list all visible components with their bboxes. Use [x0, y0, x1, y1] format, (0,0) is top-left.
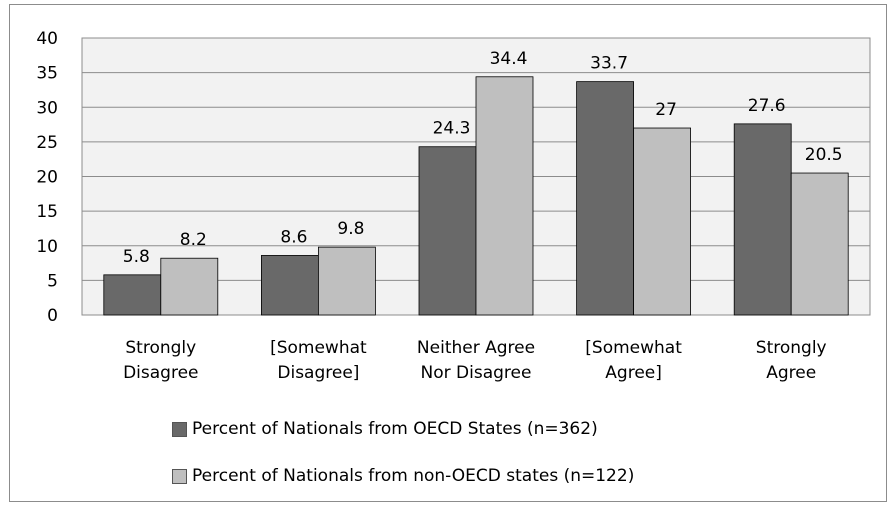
data-label-non-oecd: 9.8 — [337, 219, 364, 239]
bar-oecd — [418, 146, 477, 316]
y-tick-label: 20 — [36, 168, 58, 188]
x-tick-label: [Somewhat Agree] — [585, 338, 682, 383]
data-label-oecd: 27.6 — [748, 96, 786, 116]
legend-entry-non-oecd: Percent of Nationals from non-OECD state… — [172, 466, 634, 486]
bar-non-oecd — [160, 257, 219, 316]
bar-oecd — [103, 274, 162, 316]
x-tick-label-line: [Somewhat — [270, 338, 367, 358]
data-label-oecd: 24.3 — [433, 119, 471, 139]
x-tick-label-line: [Somewhat — [585, 338, 682, 358]
x-tick-label-line: Disagree — [123, 363, 198, 383]
data-label-oecd: 8.6 — [280, 227, 307, 247]
bar-non-oecd — [475, 76, 534, 316]
data-label-non-oecd: 34.4 — [490, 49, 528, 69]
legend-label-oecd: Percent of Nationals from OECD States (n… — [192, 419, 598, 439]
x-tick-label-line: Agree] — [605, 363, 662, 383]
data-label-non-oecd: 27 — [655, 100, 677, 120]
x-tick-label-line: Neither Agree — [417, 338, 535, 358]
x-tick-label: Strongly Disagree — [123, 338, 198, 383]
bar-non-oecd — [633, 127, 691, 316]
legend-swatch-non-oecd — [172, 468, 187, 484]
y-tick-label: 5 — [47, 271, 58, 291]
bar-oecd — [576, 81, 634, 316]
bar-oecd — [260, 255, 319, 316]
y-tick-label: 40 — [36, 29, 58, 49]
x-tick-label-line: Agree — [766, 363, 816, 383]
x-tick-label-line: Strongly — [125, 338, 196, 358]
data-label-non-oecd: 8.2 — [180, 230, 207, 250]
x-tick-label: Strongly Agree — [756, 338, 827, 383]
bar-non-oecd — [317, 246, 376, 316]
y-tick-label: 25 — [36, 133, 58, 153]
bar-oecd — [733, 123, 792, 316]
y-tick-label: 35 — [36, 64, 58, 84]
data-label-oecd: 5.8 — [123, 247, 150, 267]
legend-entry-oecd: Percent of Nationals from OECD States (n… — [172, 419, 598, 439]
legend-swatch-oecd — [172, 421, 187, 437]
x-tick-label-line: Strongly — [756, 338, 827, 358]
y-tick-label: 30 — [36, 98, 58, 118]
legend-label-non-oecd: Percent of Nationals from non-OECD state… — [192, 466, 635, 486]
x-tick-label-line: Nor Disagree — [421, 363, 532, 383]
x-tick-label: Neither Agree Nor Disagree — [417, 338, 535, 383]
x-tick-label: [Somewhat Disagree] — [270, 338, 367, 383]
x-tick-label-line: Disagree] — [277, 363, 359, 383]
bar-non-oecd — [790, 172, 849, 316]
data-label-non-oecd: 20.5 — [805, 145, 843, 165]
data-label-oecd: 33.7 — [590, 54, 628, 74]
y-tick-label: 0 — [47, 306, 58, 326]
y-tick-label: 10 — [36, 237, 58, 257]
y-tick-label: 15 — [36, 202, 58, 222]
